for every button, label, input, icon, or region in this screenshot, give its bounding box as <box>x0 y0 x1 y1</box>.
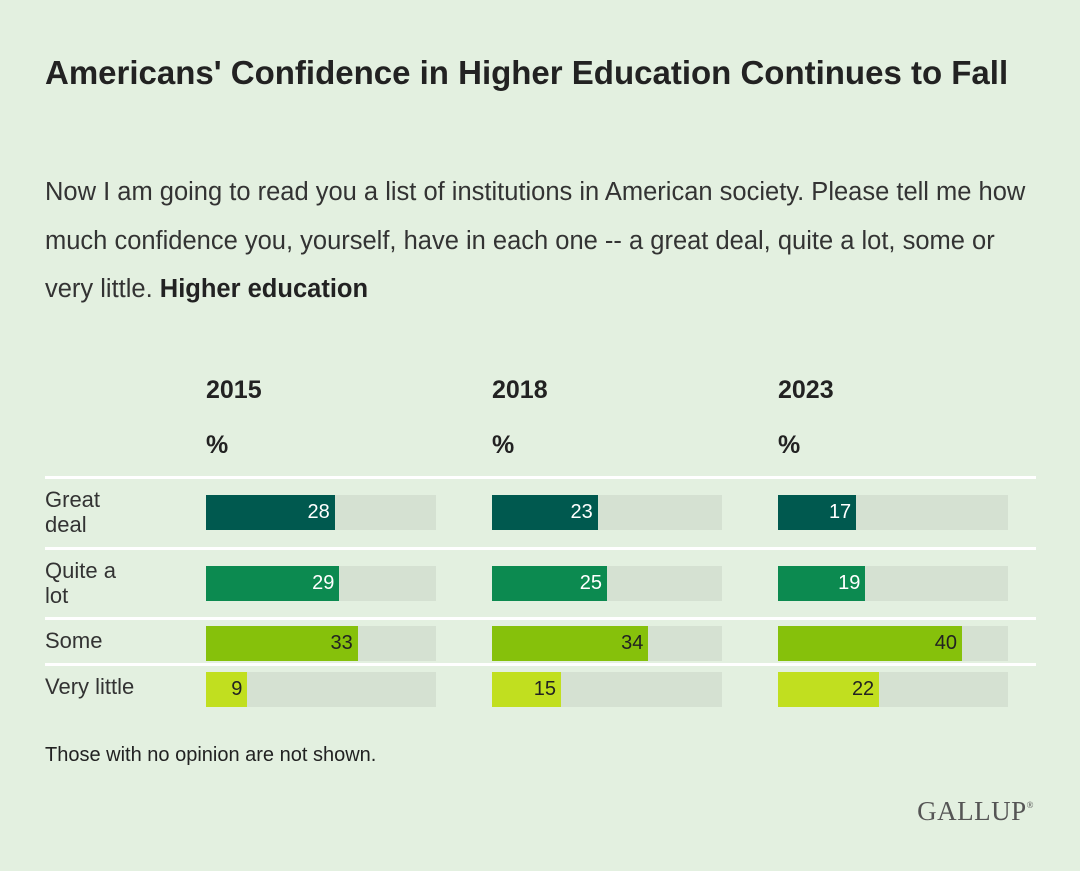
bar-value-label: 34 <box>621 632 644 654</box>
gallup-logo: GALLUP® <box>917 796 1034 827</box>
logo-text: GALLUP <box>917 796 1027 826</box>
bar-track: 23 <box>492 495 722 530</box>
bar <box>206 566 340 601</box>
category-label: Great deal <box>45 487 101 537</box>
row-divider <box>45 617 1036 620</box>
bar-value-label: 33 <box>330 632 353 654</box>
bar <box>492 566 607 601</box>
bar-value-label: 29 <box>312 572 335 594</box>
bar <box>492 495 598 530</box>
category-label: Very little <box>45 674 135 699</box>
bar-value-label: 25 <box>579 572 602 594</box>
bar <box>778 495 857 530</box>
bar-value-label: 19 <box>838 572 861 594</box>
chart-subtitle: Now I am going to read you a list of ins… <box>45 168 1035 314</box>
bar-track: 9 <box>206 672 436 707</box>
bar-value-label: 40 <box>934 632 957 654</box>
bar-value-label: 15 <box>533 678 556 700</box>
registered-mark: ® <box>1026 800 1034 810</box>
bar-track: 29 <box>206 566 436 601</box>
bar-track: 40 <box>778 626 1008 661</box>
subtitle-topic: Higher education <box>159 275 369 303</box>
row-divider <box>45 663 1036 666</box>
bar-track: 28 <box>206 495 436 530</box>
category-label: Quite a lot <box>45 558 116 608</box>
footnote: Those with no opinion are not shown. <box>45 744 377 766</box>
bar <box>492 672 561 707</box>
bar-track: 19 <box>778 566 1008 601</box>
bar-value-label: 9 <box>231 678 243 700</box>
category-label: Some <box>45 628 103 653</box>
unit-header: % <box>492 431 515 459</box>
bar-value-label: 17 <box>828 501 852 523</box>
bar <box>206 626 358 661</box>
bar <box>206 672 248 707</box>
bar-value-label: 28 <box>307 501 330 523</box>
bar <box>778 672 880 707</box>
year-header: 2018 <box>492 376 548 404</box>
bar-value-label: 22 <box>851 678 875 700</box>
bar <box>492 626 649 661</box>
year-header: 2023 <box>778 376 834 404</box>
bar-track: 15 <box>492 672 722 707</box>
bar-value-label: 23 <box>570 501 593 523</box>
bar-track: 34 <box>492 626 722 661</box>
bar-track: 33 <box>206 626 436 661</box>
row-divider <box>45 547 1036 550</box>
row-divider <box>45 476 1036 479</box>
chart-title: Americans' Confidence in Higher Educatio… <box>45 54 1009 91</box>
bar-track: 17 <box>778 495 1008 530</box>
unit-header: % <box>778 431 801 459</box>
bar <box>206 495 335 530</box>
bar <box>778 626 962 661</box>
unit-header: % <box>206 431 229 459</box>
bar-track: 22 <box>778 672 1008 707</box>
bar-track: 25 <box>492 566 722 601</box>
subtitle-question: Now I am going to read you a list of ins… <box>45 178 1026 303</box>
year-header: 2015 <box>206 376 262 404</box>
bar <box>778 566 866 601</box>
